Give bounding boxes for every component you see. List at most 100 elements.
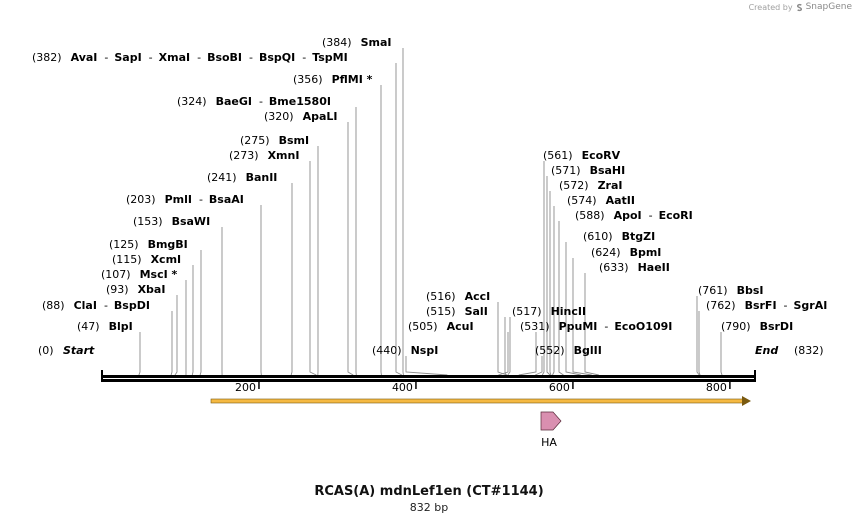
- cut-line: [405, 356, 448, 376]
- enzyme-name[interactable]: XcmI: [151, 253, 182, 266]
- enzyme-name[interactable]: SgrAI: [794, 299, 828, 312]
- orf-arrow[interactable]: [210, 396, 751, 406]
- backbone-right-cap: [754, 370, 756, 382]
- enzyme-name[interactable]: ApoI: [614, 209, 642, 222]
- enzyme-site[interactable]: (515) SalI: [426, 305, 488, 318]
- enzyme-name[interactable]: AatII: [606, 194, 635, 207]
- enzyme-name[interactable]: EcoO109I: [614, 320, 672, 333]
- enzyme-name[interactable]: EcoRV: [582, 149, 621, 162]
- enzyme-name[interactable]: HaeII: [638, 261, 670, 274]
- enzyme-position: (356): [293, 73, 323, 86]
- enzyme-site[interactable]: (153) BsaWI: [133, 215, 210, 228]
- enzyme-name[interactable]: ZraI: [598, 179, 623, 192]
- enzyme-position: (107): [101, 268, 131, 281]
- enzyme-name[interactable]: PpuMI: [559, 320, 598, 333]
- enzyme-site[interactable]: (505) AcuI: [408, 320, 474, 333]
- enzyme-site[interactable]: (88) ClaI - BspDI: [42, 299, 150, 312]
- enzyme-site[interactable]: (610) BtgZI: [583, 230, 655, 243]
- enzyme-position: (203): [126, 193, 156, 206]
- enzyme-site[interactable]: (517) HincII: [512, 305, 586, 318]
- enzyme-name[interactable]: TspMI: [312, 51, 348, 64]
- enzyme-name[interactable]: PflMI *: [332, 73, 373, 86]
- enzyme-site[interactable]: (93) XbaI: [106, 283, 165, 296]
- enzyme-name[interactable]: AvaI: [71, 51, 98, 64]
- enzyme-site[interactable]: (561) EcoRV: [543, 149, 621, 162]
- enzyme-name[interactable]: ClaI: [74, 299, 97, 312]
- enzyme-name[interactable]: EcoRI: [659, 209, 693, 222]
- enzyme-name[interactable]: BsmI: [279, 134, 310, 147]
- enzyme-name[interactable]: XmnI: [268, 149, 300, 162]
- enzyme-position: (790): [721, 320, 751, 333]
- map-subtitle: 832 bp: [409, 501, 449, 514]
- enzyme-name[interactable]: BsoBI: [207, 51, 242, 64]
- enzyme-name[interactable]: BmgBI: [148, 238, 188, 251]
- enzyme-name[interactable]: BlpI: [109, 320, 133, 333]
- enzyme-site[interactable]: (762) BsrFI - SgrAI: [706, 299, 827, 312]
- enzyme-site[interactable]: (273) XmnI: [229, 149, 299, 162]
- enzyme-name[interactable]: BpmI: [630, 246, 662, 259]
- enzyme-site[interactable]: (115) XcmI: [112, 253, 181, 266]
- enzyme-site[interactable]: (761) BbsI: [698, 284, 763, 297]
- enzyme-name[interactable]: BbsI: [737, 284, 764, 297]
- enzyme-name[interactable]: XmaI: [159, 51, 190, 64]
- enzyme-name[interactable]: BsaAI: [209, 193, 244, 206]
- enzyme-site[interactable]: (574) AatII: [567, 194, 635, 207]
- enzyme-name[interactable]: BsaWI: [172, 215, 211, 228]
- enzyme-name[interactable]: Bme1580I: [269, 95, 331, 108]
- enzyme-name[interactable]: AccI: [465, 290, 491, 303]
- enzyme-site[interactable]: (552) BglII: [535, 344, 602, 357]
- start-marker: (0) Start: [38, 344, 95, 357]
- enzyme-name[interactable]: HincII: [551, 305, 587, 318]
- enzyme-site[interactable]: (531) PpuMI - EcoO109I: [520, 320, 672, 333]
- enzyme-position: (320): [264, 110, 294, 123]
- enzyme-name[interactable]: AcuI: [447, 320, 474, 333]
- enzyme-site[interactable]: (47) BlpI: [77, 320, 133, 333]
- enzyme-site[interactable]: (275) BsmI: [240, 134, 309, 147]
- enzyme-position: (531): [520, 320, 550, 333]
- enzyme-site[interactable]: (324) BaeGI - Bme1580I: [177, 95, 331, 108]
- arrow-right-icon[interactable]: [540, 411, 562, 431]
- enzyme-site[interactable]: (440) NspI: [372, 344, 438, 357]
- enzyme-site[interactable]: (320) ApaLI: [264, 110, 338, 123]
- enzyme-name[interactable]: BsaHI: [590, 164, 626, 177]
- enzyme-site[interactable]: (633) HaeII: [599, 261, 670, 274]
- enzyme-site[interactable]: (125) BmgBI: [109, 238, 188, 251]
- enzyme-name[interactable]: BspQI: [259, 51, 295, 64]
- enzyme-site[interactable]: (107) MscI *: [101, 268, 178, 281]
- enzyme-name[interactable]: ApaLI: [303, 110, 338, 123]
- cut-line: [584, 273, 599, 376]
- enzyme-site[interactable]: (384) SmaI: [322, 36, 391, 49]
- enzyme-name[interactable]: MscI *: [140, 268, 178, 281]
- enzyme-site[interactable]: (571) BsaHI: [551, 164, 625, 177]
- enzyme-name[interactable]: BspDI: [114, 299, 150, 312]
- enzyme-site[interactable]: (382) AvaI - SapI - XmaI - BsoBI - BspQI - TspMI: [32, 51, 348, 64]
- enzyme-name[interactable]: BsrFI: [745, 299, 777, 312]
- orf-arrowhead[interactable]: [742, 396, 751, 406]
- enzyme-name[interactable]: SmaI: [361, 36, 392, 49]
- enzyme-name[interactable]: BtgZI: [622, 230, 656, 243]
- enzyme-site[interactable]: (588) ApoI - EcoRI: [575, 209, 693, 222]
- enzyme-site[interactable]: (790) BsrDI: [721, 320, 793, 333]
- enzyme-site[interactable]: (516) AccI: [426, 290, 490, 303]
- enzyme-name[interactable]: BanII: [246, 171, 278, 184]
- enzyme-site[interactable]: (624) BpmI: [591, 246, 661, 259]
- enzyme-site[interactable]: (241) BanII: [207, 171, 277, 184]
- enzyme-name[interactable]: BaeGI: [216, 95, 252, 108]
- cut-line: [347, 122, 354, 376]
- enzyme-site[interactable]: (356) PflMI *: [293, 73, 373, 86]
- feature-ha[interactable]: HA: [540, 411, 562, 449]
- enzyme-name[interactable]: NspI: [411, 344, 439, 357]
- orf-bar[interactable]: [210, 398, 744, 404]
- cut-line: [138, 332, 141, 376]
- enzyme-separator: -: [259, 95, 263, 108]
- enzyme-name[interactable]: SapI: [114, 51, 141, 64]
- enzyme-name[interactable]: PmlI: [165, 193, 192, 206]
- enzyme-position: (515): [426, 305, 456, 318]
- sequence-map: 200 400 600 800 HA (0) Start End (832) (384…: [32, 36, 827, 449]
- enzyme-name[interactable]: SalI: [465, 305, 488, 318]
- enzyme-site[interactable]: (203) PmlI - BsaAI: [126, 193, 244, 206]
- enzyme-name[interactable]: XbaI: [138, 283, 166, 296]
- enzyme-name[interactable]: BglII: [574, 344, 602, 357]
- enzyme-name[interactable]: BsrDI: [760, 320, 794, 333]
- enzyme-site[interactable]: (572) ZraI: [559, 179, 623, 192]
